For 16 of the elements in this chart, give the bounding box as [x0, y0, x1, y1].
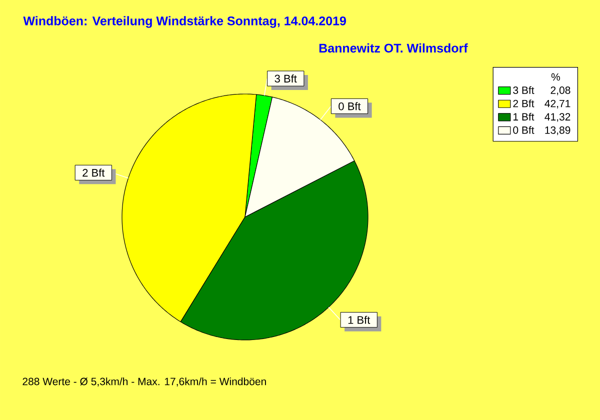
legend-label: 0 Bft	[513, 126, 534, 134]
data-label: 13,89	[545, 126, 570, 136]
chart-title: Windböen: Verteilung Windstärke Sonntag, 14.04.2019	[23, 16, 346, 28]
legend-title: %	[551, 73, 560, 81]
text: 288 Werte - Ø 5,3km/h - Max. 17,6km/h = Windböen	[22, 378, 266, 386]
slice-label: 2 Bft	[82, 168, 105, 177]
slice-label: 3 Bft	[274, 74, 297, 83]
data-label: 41,32	[544, 113, 570, 122]
legend-label: 3 Bft	[513, 86, 534, 94]
chart-subtitle: Bannewitz OT. Wilmsdorf	[319, 43, 468, 53]
slice-label: 1 Bft	[348, 316, 370, 324]
legend-label: 1 Bft	[514, 112, 534, 121]
slice-label: 0 Bft	[338, 102, 361, 110]
data-label: 2,08	[550, 86, 570, 96]
data-label: 42,71	[544, 100, 570, 109]
legend-label: 2 Bft	[513, 100, 534, 108]
